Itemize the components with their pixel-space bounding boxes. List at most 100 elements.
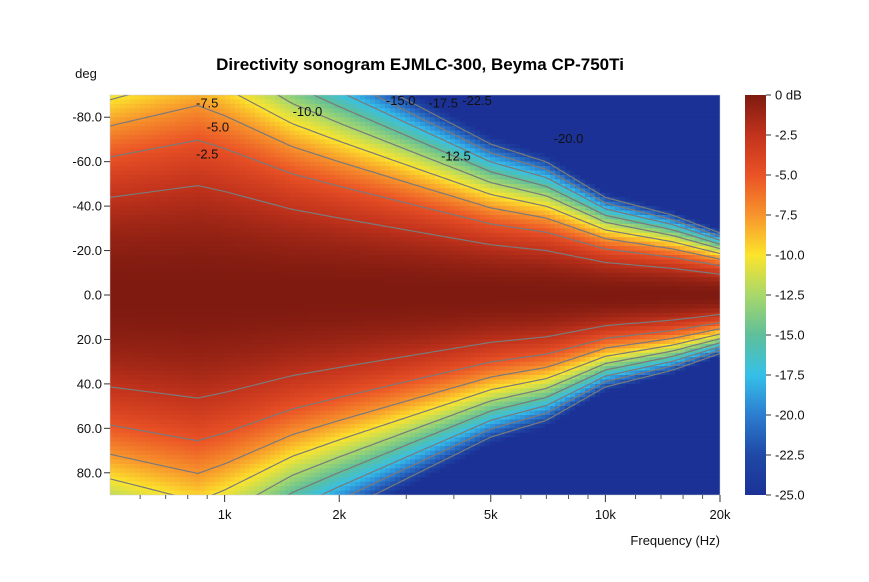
heatmap-cell [170,210,176,216]
heatmap-cell [290,108,296,114]
heatmap-cell [110,343,116,349]
heatmap-cell [275,215,281,221]
heatmap-cell [235,450,241,456]
heatmap-cell [200,432,206,438]
heatmap-cell [170,170,176,176]
heatmap-cell [150,197,156,203]
heatmap-cell [325,450,331,456]
heatmap-cell [280,255,286,261]
heatmap-cell [330,379,336,385]
heatmap-cell [330,477,336,483]
heatmap-cell [230,415,236,421]
heatmap-cell [145,352,151,358]
heatmap-cell [355,161,361,167]
heatmap-cell [145,468,151,474]
heatmap-cell [325,223,331,229]
heatmap-cell [145,117,151,123]
heatmap-cell [305,201,311,207]
heatmap-cell [245,406,251,412]
heatmap-cell [330,148,336,154]
heatmap-cell [140,255,146,261]
heatmap-cell [165,379,171,385]
heatmap-cell [265,130,271,136]
heatmap-cell [290,330,296,336]
heatmap-cell [290,370,296,376]
heatmap-cell [350,326,356,332]
heatmap-cell [290,459,296,465]
heatmap-cell [280,286,286,292]
heatmap-cell [380,246,386,252]
heatmap-cell [320,383,326,389]
heatmap-cell [300,250,306,256]
heatmap-cell [265,277,271,283]
heatmap-cell [355,366,361,372]
heatmap-cell [190,335,196,341]
heatmap-cell [295,268,301,274]
heatmap-cell [240,175,246,181]
heatmap-cell [280,126,286,132]
heatmap-cell [360,135,366,141]
heatmap-cell [230,241,236,247]
heatmap-cell [305,246,311,252]
heatmap-cell [125,308,131,314]
heatmap-cell [170,281,176,287]
heatmap-cell [365,215,371,221]
heatmap-cell [180,241,186,247]
heatmap-cell [120,392,126,398]
heatmap-cell [310,281,316,287]
heatmap-cell [295,206,301,212]
heatmap-cell [310,437,316,443]
heatmap-cell [170,161,176,167]
heatmap-cell [320,259,326,265]
heatmap-cell [130,317,136,323]
heatmap-cell [175,112,181,118]
heatmap-cell [145,339,151,345]
heatmap-cell [250,423,256,429]
heatmap-cell [275,241,281,247]
heatmap-cell [380,352,386,358]
heatmap-cell [265,166,271,172]
heatmap-cell [210,357,216,363]
heatmap-cell [330,192,336,198]
heatmap-cell [135,321,141,327]
heatmap-cell [180,148,186,154]
heatmap-cell [265,312,271,318]
heatmap-cell [235,423,241,429]
heatmap-cell [150,463,156,469]
heatmap-cell [130,423,136,429]
heatmap-cell [225,219,231,225]
heatmap-cell [240,388,246,394]
heatmap-cell [170,121,176,127]
heatmap-cell [160,339,166,345]
heatmap-cell [340,148,346,154]
heatmap-cell [125,259,131,265]
heatmap-cell [340,343,346,349]
heatmap-cell [325,308,331,314]
heatmap-cell [345,126,351,132]
heatmap-cell [260,255,266,261]
heatmap-cell [265,232,271,238]
heatmap-cell [285,308,291,314]
heatmap-cell [280,268,286,274]
heatmap-cell [265,201,271,207]
heatmap-cell [165,326,171,332]
heatmap-cell [215,401,221,407]
heatmap-cell [245,232,251,238]
heatmap-cell [345,219,351,225]
heatmap-cell [355,308,361,314]
heatmap-cell [195,406,201,412]
heatmap-cell [140,152,146,158]
heatmap-cell [150,286,156,292]
heatmap-cell [210,246,216,252]
heatmap-cell [135,352,141,358]
heatmap-cell [185,215,191,221]
heatmap-cell [180,308,186,314]
heatmap-cell [165,290,171,296]
heatmap-cell [370,166,376,172]
heatmap-cell [210,352,216,358]
heatmap-cell [205,326,211,332]
heatmap-cell [175,130,181,136]
heatmap-cell [270,250,276,256]
heatmap-cell [135,330,141,336]
